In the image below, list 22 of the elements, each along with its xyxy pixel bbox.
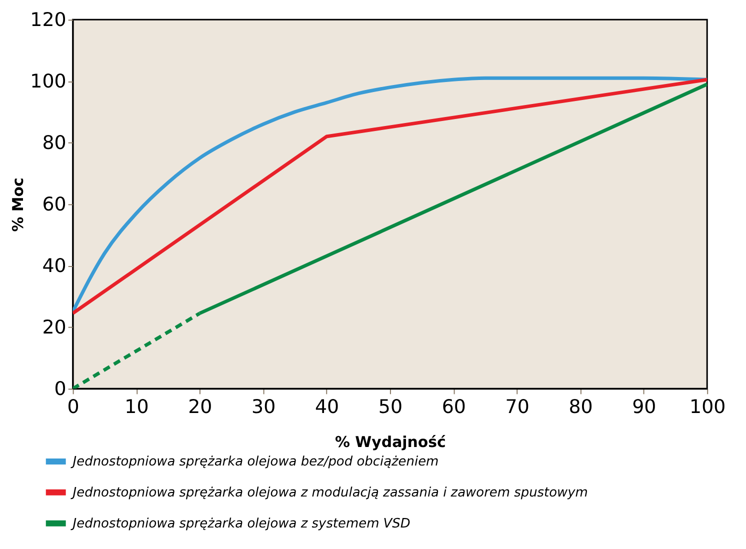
legend-label: Jednostopniowa sprężarka olejowa bez/pod obciążeniem: [70, 454, 439, 470]
y-tick-label: 60: [42, 194, 66, 216]
x-tick-label: 50: [378, 396, 403, 418]
x-tick-label: 10: [124, 396, 149, 418]
y-tick-label: 20: [42, 316, 66, 339]
y-axis-title: % Moc: [9, 178, 28, 232]
legend-label: Jednostopniowa sprężarka olejowa z modulacją zassania i zaworem spustowym: [70, 485, 588, 500]
y-tick-label: 100: [30, 70, 66, 93]
x-tick-label: 30: [252, 396, 276, 418]
y-tick-label: 80: [42, 132, 66, 154]
y-tick-label: 120: [30, 9, 66, 32]
x-tick-label: 40: [314, 396, 340, 418]
x-tick-label: 20: [188, 396, 212, 418]
x-tick-label: 100: [690, 396, 726, 418]
y-tick-label: 40: [42, 255, 66, 278]
x-tick-label: 70: [505, 396, 530, 418]
x-axis-title: % Wydajność: [334, 433, 446, 452]
x-tick-label: 90: [632, 396, 656, 418]
x-tick-label: 80: [568, 396, 593, 418]
x-tick-label: 60: [442, 396, 466, 418]
legend-label: Jednostopniowa sprężarka olejowa z systemem VSD: [70, 516, 410, 532]
y-tick-label: 0: [54, 378, 66, 400]
